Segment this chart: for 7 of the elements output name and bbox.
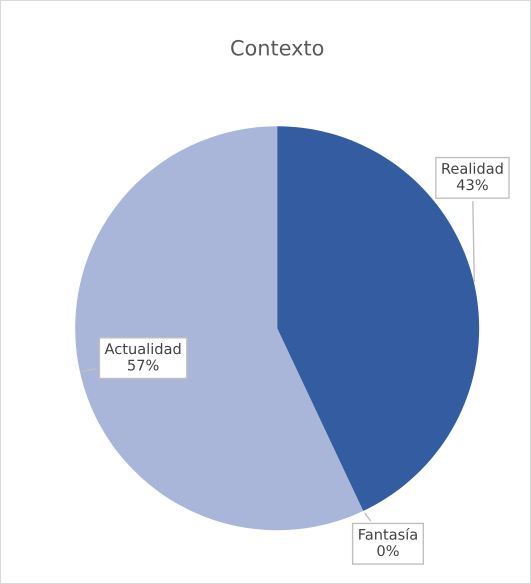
slice-label: Actualidad xyxy=(104,342,180,354)
text: 0% xyxy=(377,545,399,556)
chart-title: Contexto xyxy=(231,40,324,56)
slice-label: Realidad xyxy=(442,162,503,174)
legend-label: Fantasía xyxy=(359,528,417,540)
data-label: 43% xyxy=(456,179,488,190)
data-label: 57% xyxy=(128,360,159,371)
